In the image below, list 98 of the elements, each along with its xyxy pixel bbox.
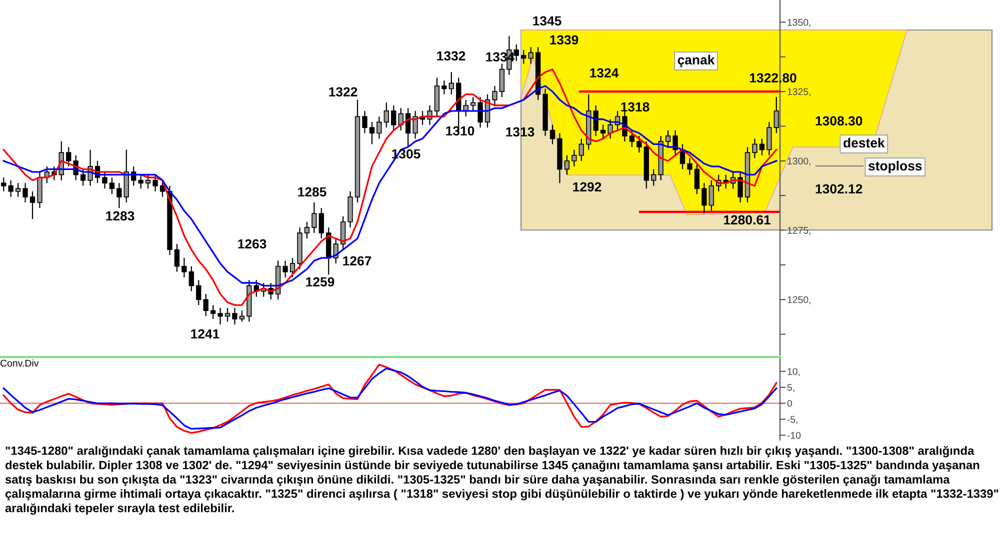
candlestick	[312, 202, 317, 234]
candlestick	[224, 307, 230, 322]
candlestick	[8, 180, 14, 198]
y-tick-label: -10	[787, 432, 801, 439]
line-series	[2, 85, 778, 286]
y-tick-label: -5,	[787, 416, 798, 424]
candlestick	[651, 168, 656, 186]
annotation: 1322	[329, 87, 358, 97]
candlestick	[80, 168, 86, 186]
candlestick	[239, 310, 245, 322]
candlestick	[600, 124, 606, 140]
candlestick	[702, 182, 707, 214]
annotation: 1310	[446, 126, 474, 136]
candlestick	[528, 46, 534, 64]
annotation: 1259	[306, 277, 334, 287]
candlestick	[391, 104, 396, 131]
candlestick	[492, 85, 498, 106]
candlestick	[514, 44, 519, 62]
candlestick	[109, 176, 115, 195]
y-tick-label: 1325,	[788, 88, 810, 96]
annotation: 1283	[106, 211, 134, 221]
candlestick	[759, 138, 765, 156]
chart-title: Conv.Div	[0, 359, 39, 367]
y-tick-label: 5,	[787, 384, 794, 392]
annotation: 1292	[573, 182, 602, 192]
candlestick	[188, 266, 194, 292]
annotation: 1313	[506, 127, 534, 137]
candlestick	[384, 102, 389, 128]
candlestick	[470, 96, 476, 112]
candlestick	[362, 110, 368, 134]
candlestick	[636, 135, 642, 154]
candlestick	[203, 293, 208, 317]
candlestick	[578, 138, 584, 162]
candlestick	[412, 110, 418, 140]
annotation: 1318	[621, 102, 650, 112]
candlestick	[766, 121, 772, 156]
y-tick-label: 1350,	[788, 18, 810, 27]
candlestick	[282, 260, 288, 278]
candlestick	[687, 158, 692, 176]
candlestick	[572, 149, 577, 167]
y-tick-label: 10,	[788, 368, 800, 376]
annotation: 1241	[191, 329, 220, 338]
candlestick	[138, 174, 144, 190]
candlestick	[318, 207, 324, 240]
candlestick	[752, 138, 758, 159]
candlestick	[442, 80, 447, 95]
candlestick	[116, 182, 122, 209]
y-tick-label: 1250,	[788, 296, 810, 304]
candlestick	[608, 118, 613, 140]
candlestick	[102, 171, 108, 190]
candlestick	[145, 174, 151, 190]
candlestick	[629, 130, 635, 148]
annotation: 1345	[533, 16, 562, 26]
candlestick	[738, 171, 743, 204]
candlestick	[665, 130, 671, 148]
candlestick	[22, 182, 28, 204]
candlestick	[174, 244, 180, 272]
candlestick	[369, 121, 375, 145]
candlestick	[182, 257, 187, 278]
candlestick	[196, 280, 202, 306]
candlestick	[210, 304, 216, 320]
annotation: 1263	[238, 239, 266, 249]
annotation: 1267	[343, 256, 372, 266]
candlestick	[593, 104, 598, 136]
y-tick-label: 1300,	[788, 158, 810, 166]
y-tick-label: 0	[787, 400, 792, 407]
text: destek	[844, 138, 885, 148]
candlestick	[376, 116, 382, 140]
candlestick	[232, 307, 238, 326]
candlestick	[290, 257, 296, 278]
text: 1302.12	[816, 184, 862, 194]
candlestick	[550, 124, 556, 145]
text: 1308.30	[816, 116, 862, 126]
candlestick	[30, 190, 36, 220]
candlestick	[340, 216, 346, 250]
annotation: 1285	[298, 187, 326, 197]
candlestick	[15, 182, 21, 198]
candlestick	[774, 96, 779, 134]
candlestick	[1, 176, 6, 192]
annotation: çanak	[678, 54, 715, 68]
candlestick	[304, 221, 310, 240]
text: stoploss	[868, 160, 922, 174]
candlestick	[152, 174, 158, 192]
annotation: 1280.61	[724, 215, 770, 225]
candlestick	[218, 307, 223, 326]
candlestick	[521, 49, 526, 64]
candlestick	[66, 146, 72, 167]
annotation: 1324	[590, 68, 619, 78]
annotation: 1332	[437, 51, 466, 61]
text: "1345-1280" aralığındaki çanak tamamlama çalışmaları içine girebilir. Kısa vadede 1280' den başlayan ve 1322' ye kadar süren hızlı bir çıkış yaşandı. "1300-1308" aralığında destek bulabilir. Dipler 1308 ve 1302' de. "1294" seviyesinin üstünde bir seviyede tutunabilirse 1345 çanağını tamamlama şansı artabilir. Eski "1305-1325" bandında yaşanan satış baskısı bu son çıkışta da "1323" civarında çıkışın önüne dikildi. "1305-1325" bandı bir süre daha yaşanabilir. Sonrasında sarı renkle gösterilen çanağı tamamlama çalışmalarına girme ihtimali ortaya çıkacaktır. "1325" direnci aşılırsa ( "1318" seviyesi stop gibi düşünülebilir o taktirde ) ve yukarı yönde hareketlenmede ilk etapta "1332-1339" aralığındaki tepeler sırayla test edilebilir.	[5, 446, 998, 515]
candlestick	[564, 154, 570, 176]
candlestick	[694, 163, 700, 195]
candlestick	[160, 180, 166, 198]
candlestick	[478, 96, 483, 128]
candlestick	[499, 63, 505, 98]
annotation: 1339	[550, 35, 578, 45]
candlestick	[448, 72, 454, 95]
candlestick	[708, 180, 714, 212]
